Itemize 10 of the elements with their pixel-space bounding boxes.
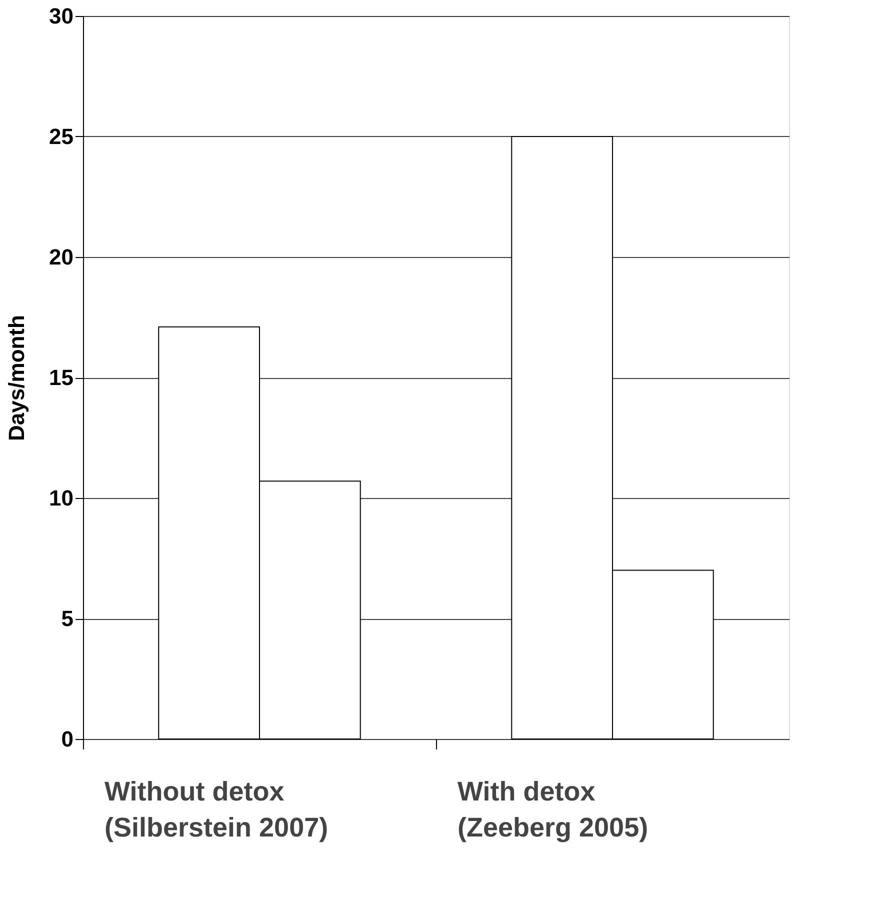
y-tick-label: 5 [61,606,74,631]
y-tick-label: 30 [49,4,74,28]
y-tick-label: 10 [49,486,74,510]
y-axis-title: Days/month [4,315,30,441]
x-tick-label: Without detox (Silberstein 2007) [104,776,328,842]
x-tick-label: With detox (Zeeberg 2005) [458,776,648,842]
y-tick-label: 15 [49,365,74,390]
y-tick-label: 0 [61,726,74,752]
y-tick-label: 25 [49,124,74,149]
y-tick-label: 20 [49,244,74,270]
